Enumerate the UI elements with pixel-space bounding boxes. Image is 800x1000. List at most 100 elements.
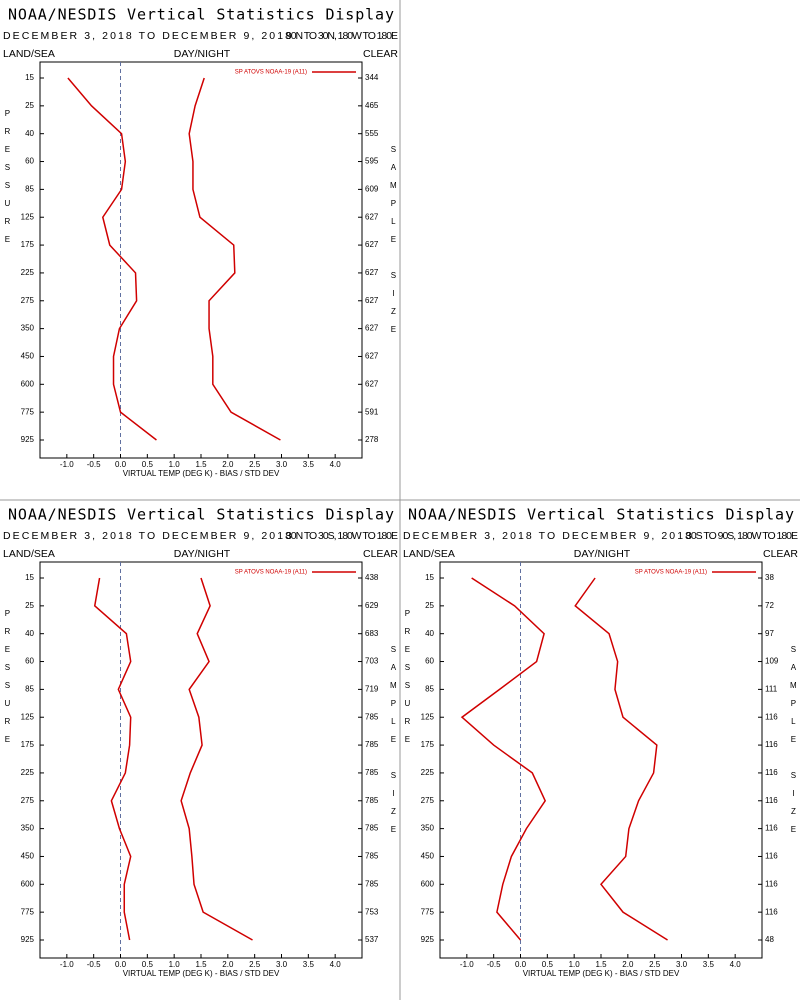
x-tick-label: 1.0: [169, 460, 181, 469]
date-range: DECEMBER 3, 2018 TO DECEMBER 9, 2018: [3, 530, 291, 542]
y2-axis-label: SAMPLE SIZE: [389, 145, 398, 343]
y-axis-label: PRESSURE: [3, 109, 12, 253]
sky: CLEAR: [363, 48, 398, 60]
sample-size: 785: [365, 712, 379, 721]
y-tick-label: 175: [21, 740, 35, 749]
y-tick-label: 40: [25, 629, 34, 638]
y-axis-label: PRESSURE: [403, 609, 412, 753]
sample-size: 627: [365, 268, 379, 277]
chart-title: NOAA/NESDIS Vertical Statistics Display: [8, 506, 394, 524]
y-tick-label: 25: [425, 601, 434, 610]
y-tick-label: 40: [25, 129, 34, 138]
sample-size: 38: [765, 573, 774, 582]
sample-size: 555: [365, 129, 379, 138]
bias-line: [93, 577, 132, 941]
sample-size: 116: [765, 796, 778, 805]
panel: NOAA/NESDIS Vertical Statistics Display D…: [3, 506, 399, 979]
legend-label: SP ATOVS NOAA-19 (A11): [635, 570, 707, 576]
x-tick-label: 3.5: [303, 960, 315, 969]
y-tick-label: 25: [25, 101, 34, 110]
x-tick-label: 2.5: [249, 960, 261, 969]
sample-size: 595: [365, 157, 379, 166]
sample-size: 785: [365, 852, 379, 861]
panel: NOAA/NESDIS Vertical Statistics Display D…: [3, 6, 399, 479]
x-tick-label: 3.0: [676, 960, 688, 969]
y-tick-label: 85: [25, 184, 34, 193]
x-tick-label: 1.5: [195, 460, 207, 469]
x-tick-label: 2.5: [249, 460, 261, 469]
y-tick-label: 60: [425, 657, 434, 666]
x-tick-label: -1.0: [460, 960, 474, 969]
land-sea: LAND/SEA: [3, 48, 55, 60]
x-tick-label: -0.5: [487, 960, 501, 969]
y-tick-label: 85: [25, 684, 34, 693]
region: 90N TO 30N, 180W TO 180E: [286, 30, 398, 42]
sample-size: 537: [365, 935, 379, 944]
x-tick-label: 2.0: [222, 960, 234, 969]
x-tick-label: -1.0: [60, 960, 74, 969]
x-axis-label: VIRTUAL TEMP (DEG K) - BIAS / STD DEV: [523, 969, 680, 978]
sample-size: 609: [365, 184, 379, 193]
y-tick-label: 60: [25, 657, 34, 666]
x-tick-label: 0.0: [515, 960, 527, 969]
y-tick-label: 125: [421, 712, 435, 721]
y-tick-label: 175: [21, 240, 35, 249]
y-tick-label: 275: [21, 796, 35, 805]
land-sea: LAND/SEA: [3, 548, 55, 560]
x-tick-label: 4.0: [330, 460, 342, 469]
sample-size: 438: [365, 573, 379, 582]
x-tick-label: 4.0: [330, 960, 342, 969]
y-tick-label: 275: [21, 296, 35, 305]
sample-size: 627: [365, 212, 379, 221]
x-tick-label: 3.5: [303, 460, 315, 469]
y-tick-label: 125: [21, 712, 35, 721]
x-tick-label: 0.5: [142, 960, 154, 969]
x-tick-label: -0.5: [87, 960, 101, 969]
plot-frame: [39, 561, 363, 959]
y-axis-label: PRESSURE: [3, 609, 12, 753]
y-tick-label: 775: [21, 407, 35, 416]
sample-size: 627: [365, 379, 379, 388]
y2-axis-label: SAMPLE SIZE: [389, 645, 398, 843]
sample-size: 785: [365, 740, 379, 749]
legend-label: SP ATOVS NOAA-19 (A11): [235, 570, 307, 576]
sample-size: 683: [365, 629, 379, 638]
sample-size: 627: [365, 240, 379, 249]
sample-size: 116: [765, 879, 778, 888]
sample-size: 116: [765, 740, 778, 749]
land-sea: LAND/SEA: [403, 548, 455, 560]
y-tick-label: 350: [421, 824, 435, 833]
x-tick-label: -1.0: [60, 460, 74, 469]
sample-size: 785: [365, 796, 379, 805]
day-night: DAY/NIGHT: [574, 548, 631, 560]
y-tick-label: 25: [25, 601, 34, 610]
sample-size: 465: [365, 101, 379, 110]
std-dev-line: [180, 577, 253, 941]
y-tick-label: 450: [21, 352, 35, 361]
x-axis-label: VIRTUAL TEMP (DEG K) - BIAS / STD DEV: [123, 469, 280, 478]
sky: CLEAR: [763, 548, 798, 560]
y-tick-label: 775: [421, 907, 435, 916]
date-range: DECEMBER 3, 2018 TO DECEMBER 9, 2018: [3, 30, 291, 42]
y-tick-label: 15: [425, 573, 434, 582]
x-tick-label: 1.5: [195, 960, 207, 969]
chart-title: NOAA/NESDIS Vertical Statistics Display: [8, 6, 394, 24]
x-tick-label: 1.0: [169, 960, 181, 969]
sample-size: 111: [765, 684, 778, 693]
y-tick-label: 15: [25, 573, 34, 582]
sample-size: 48: [765, 935, 774, 944]
sample-size: 344: [365, 73, 379, 82]
y-tick-label: 225: [21, 268, 35, 277]
std-dev-line: [188, 77, 281, 441]
x-tick-label: 0.0: [115, 960, 127, 969]
region: 30N TO 30S, 180W TO 180E: [286, 530, 398, 542]
x-axis-label: VIRTUAL TEMP (DEG K) - BIAS / STD DEV: [123, 969, 280, 978]
sample-size: 109: [765, 657, 779, 666]
sample-size: 116: [765, 907, 778, 916]
x-tick-label: 2.0: [222, 460, 234, 469]
x-tick-label: 1.5: [595, 960, 607, 969]
sample-size: 627: [365, 324, 379, 333]
y-tick-label: 125: [21, 212, 35, 221]
y-tick-label: 85: [425, 684, 434, 693]
